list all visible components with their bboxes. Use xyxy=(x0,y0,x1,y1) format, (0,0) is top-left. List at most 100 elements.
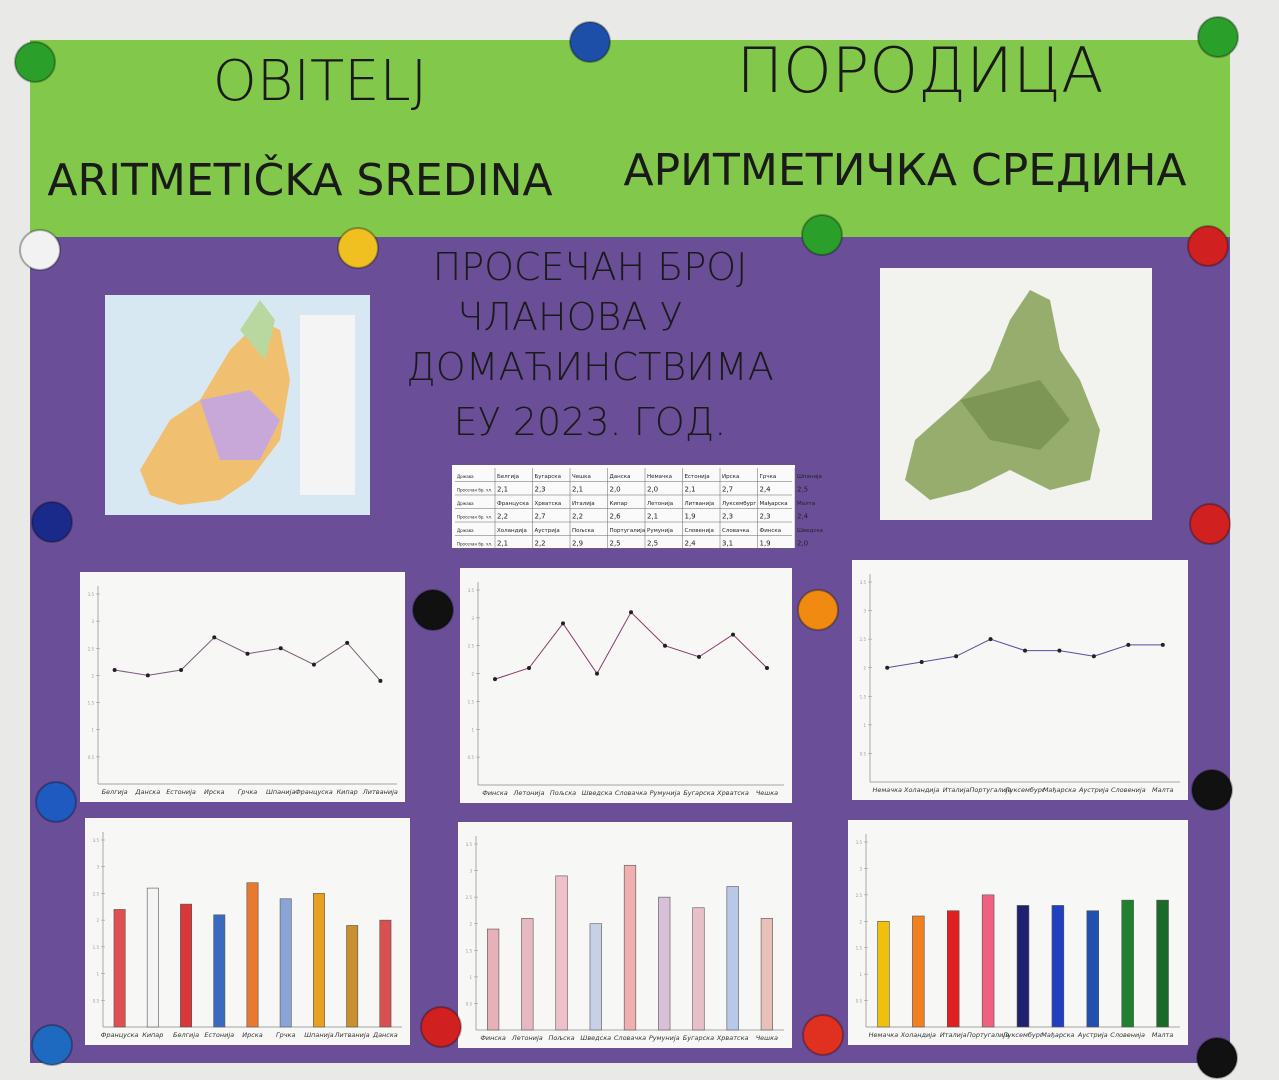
table-cell: Финска xyxy=(760,528,782,534)
table-cell: 1,9 xyxy=(685,513,696,521)
x-tick-label: Данска xyxy=(134,788,160,796)
x-tick-label: Чешка xyxy=(756,789,778,797)
bar xyxy=(1016,905,1030,1028)
point xyxy=(988,637,993,642)
chart: 0.5 1 1.5 2 2.5 3 3.5 Немачка Холандија Италија По… xyxy=(852,560,1188,800)
banner-text: ARITMETIČKA SREDINA xyxy=(47,153,552,206)
x-tick-label: Бугарска xyxy=(683,1034,714,1042)
table-cell: 2,2 xyxy=(497,513,508,521)
x-tick-label: Италија xyxy=(943,786,970,794)
y-tick-label: 0.5 xyxy=(468,755,475,760)
bar xyxy=(658,896,671,1031)
point xyxy=(378,678,383,683)
map-left xyxy=(105,295,370,515)
table-cell: 2,3 xyxy=(760,513,771,521)
x-tick-label: Словачка xyxy=(615,789,647,797)
magnets xyxy=(14,16,1239,1079)
table-cell: Португалија xyxy=(610,528,646,534)
x-tick-label: Пољска xyxy=(550,789,576,797)
x-tick-label: Португалија xyxy=(967,1031,1009,1039)
x-tick-label: Грчка xyxy=(276,1031,296,1039)
x-tick-label: Шведска xyxy=(582,789,613,797)
magnet xyxy=(1187,225,1229,267)
poster-title: ПРОСЕЧАН БРОЈ ЧЛАНОВА У ДОМАЋИНСТВИМА ЕУ 20… xyxy=(406,245,773,444)
poster-title-line: ДОМАЋИНСТВИМА xyxy=(406,345,773,389)
magnet xyxy=(14,41,56,83)
point xyxy=(663,643,667,648)
point xyxy=(561,621,565,626)
y-tick-label: 0.5 xyxy=(88,755,95,760)
table-cell: 2,2 xyxy=(535,540,546,548)
y-tick-label: 1.5 xyxy=(466,948,473,953)
y-tick-label: 0.5 xyxy=(856,999,863,1004)
table-cell: Румунија xyxy=(647,528,673,534)
table-cell: 2,6 xyxy=(610,513,622,521)
table-cell: Држава xyxy=(457,474,474,479)
chart: 0.5 1 1.5 2 2.5 3 3.5 Финска Летонија Пољска Шведс… xyxy=(460,568,792,803)
y-tick-label: 2 xyxy=(469,922,472,927)
x-tick-label: Холандија xyxy=(900,1031,936,1039)
point xyxy=(311,662,316,667)
table-cell: Просечан бр. чл. xyxy=(457,488,492,493)
y-tick-label: 2.5 xyxy=(468,644,475,649)
magnet xyxy=(412,589,454,631)
table-cell: 2,3 xyxy=(722,513,733,521)
x-tick-label: Словенија xyxy=(1110,1031,1145,1039)
table-cell: 2,9 xyxy=(572,540,583,548)
x-tick-label: Кипар xyxy=(142,1031,163,1039)
chart-paper xyxy=(80,572,405,802)
x-tick-label: Малта xyxy=(1152,786,1174,794)
poster-title-line: ЧЛАНОВА У xyxy=(457,295,682,339)
magnet xyxy=(19,229,61,271)
y-tick-label: 1.5 xyxy=(856,946,863,951)
table-cell: Просечан бр. чл. xyxy=(457,542,492,547)
bar xyxy=(1156,899,1169,1028)
table-cell: Кипар xyxy=(610,501,628,507)
y-tick-label: 1.5 xyxy=(93,945,100,950)
table-cell: 2,4 xyxy=(797,513,809,521)
point xyxy=(1160,642,1165,647)
x-tick-label: Немачка xyxy=(872,786,902,794)
x-tick-label: Летонија xyxy=(511,1034,543,1042)
y-tick-label: 3 xyxy=(863,609,866,614)
point xyxy=(731,632,735,637)
point xyxy=(629,610,633,615)
chart-paper xyxy=(460,568,792,803)
table-cell: Италија xyxy=(572,501,595,507)
bar xyxy=(486,928,500,1031)
x-tick-label: Шпанија xyxy=(304,1031,333,1039)
y-tick-label: 2.5 xyxy=(860,637,867,642)
data-table: Држава Белгија Бугарска Чешка Данска Немачка Е… xyxy=(455,468,823,550)
table-cell: 2,3 xyxy=(535,486,546,494)
table-cell: 2,1 xyxy=(572,486,583,494)
x-tick-label: Чешка xyxy=(756,1034,778,1042)
table-cell: 2,0 xyxy=(610,486,621,494)
x-tick-label: Ирска xyxy=(242,1031,262,1039)
y-tick-label: 3.5 xyxy=(466,842,473,847)
bar xyxy=(912,915,925,1028)
chart: 0.5 1 1.5 2 2.5 3 3.5 Француска Кипар Белгија Есто… xyxy=(85,818,410,1045)
y-tick-label: 2 xyxy=(859,919,862,924)
table-cell: Летонија xyxy=(647,501,673,507)
table-cell: Просечан бр. чл. xyxy=(457,515,492,520)
table-cell: 2,5 xyxy=(610,540,621,548)
x-tick-label: Аустрија xyxy=(1077,1031,1108,1039)
point xyxy=(1091,654,1096,659)
table-cell: 2,1 xyxy=(685,486,696,494)
y-tick-label: 3 xyxy=(96,865,99,870)
chart-paper xyxy=(852,560,1188,800)
bar xyxy=(981,894,995,1028)
x-tick-label: Француска xyxy=(101,1031,139,1039)
table-cell: Ирска xyxy=(722,474,739,480)
banner-text: OBITELJ xyxy=(213,49,428,114)
table-cell: Грчка xyxy=(760,474,777,480)
table-cell: Чешка xyxy=(572,474,591,480)
bar xyxy=(692,907,705,1031)
y-tick-label: 1.5 xyxy=(860,694,867,699)
magnet xyxy=(801,214,843,256)
magnet xyxy=(31,1024,73,1066)
table-cell: 2,1 xyxy=(497,486,508,494)
table-cell: 2,1 xyxy=(497,540,508,548)
bar xyxy=(760,918,774,1031)
